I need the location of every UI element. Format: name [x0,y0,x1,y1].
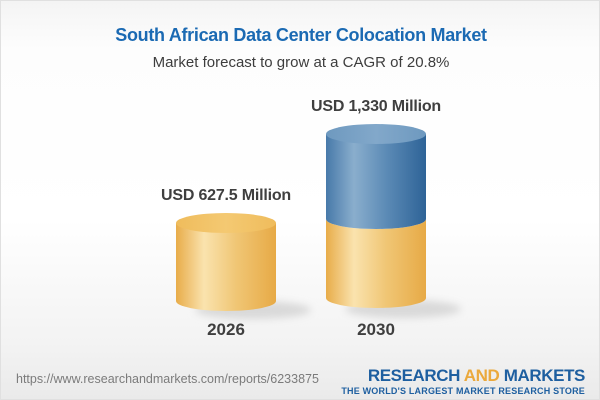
chart-title: South African Data Center Colocation Mar… [115,25,487,45]
bar-2030-top-ellipse [326,124,426,144]
bar-2026-cylinder [176,213,276,311]
logo-word-and: AND [463,366,500,385]
bar-2030-blue-segment [326,134,426,229]
value-label-2026: USD 627.5 Million [161,187,291,204]
logo-wordmark: RESEARCH AND MARKETS [341,366,586,385]
bar-2030-cylinder [326,124,426,308]
category-label-2030: 2030 [357,320,395,339]
logo-tagline: THE WORLD'S LARGEST MARKET RESEARCH STOR… [341,386,585,396]
logo-word-markets: MARKETS [503,366,586,385]
logo-word-research: RESEARCH [367,366,461,385]
research-and-markets-logo: RESEARCH AND MARKETS THE WORLD'S LARGEST… [341,367,585,396]
value-label-2030: USD 1,330 Million [311,98,441,115]
report-url: https://www.researchandmarkets.com/repor… [16,372,319,386]
category-label-2026: 2026 [207,320,245,339]
chart-subtitle: Market forecast to grow at a CAGR of 20.… [152,54,450,71]
bar-2030-gold-segment [326,219,426,308]
